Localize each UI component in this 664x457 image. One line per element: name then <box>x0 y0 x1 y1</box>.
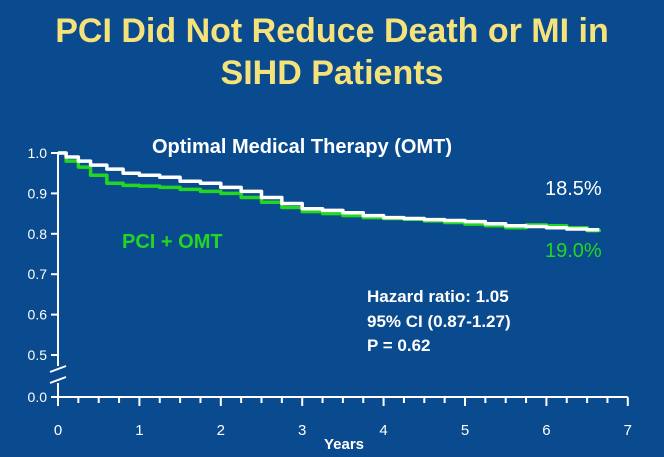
slide-title: PCI Did Not Reduce Death or MI in SIHD P… <box>0 10 664 94</box>
pci-survival-line <box>58 151 602 233</box>
x-tick-label: 0 <box>54 422 62 439</box>
x-tick-label: 5 <box>461 422 469 439</box>
chart-axes: 0.0 0.5 0.6 0.7 0.8 0.9 1.0 0 1 2 3 4 5 6 7 <box>28 145 632 439</box>
y-axis-break-mark <box>49 365 67 384</box>
y-tick-label: 0.8 <box>28 226 48 242</box>
y-tick-label: 0.5 <box>28 347 48 363</box>
y-tick-label: 0.7 <box>28 266 48 282</box>
x-tick-label: 4 <box>379 422 387 439</box>
slide-title-line1: PCI Did Not Reduce Death or MI in <box>55 12 609 50</box>
y-tick-label: 0.9 <box>28 185 48 201</box>
omt-end-label: 18.5% <box>545 178 602 200</box>
y-tick-label: 1.0 <box>28 145 48 161</box>
pci-series-label: PCI + OMT <box>122 231 223 253</box>
hazard-ratio-text: Hazard ratio: 1.05 <box>367 287 509 306</box>
chart-series <box>58 151 602 233</box>
x-tick-label: 7 <box>624 422 632 439</box>
x-tick-label: 3 <box>298 422 306 439</box>
y-tick-label: 0.6 <box>28 307 48 323</box>
p-value-text: P = 0.62 <box>367 336 431 355</box>
chart-labels: Optimal Medical Therapy (OMT) PCI + OMT … <box>122 136 602 453</box>
y-tick-label: 0.0 <box>28 389 48 405</box>
omt-survival-line <box>58 151 600 232</box>
x-tick-label: 1 <box>135 422 143 439</box>
pci-end-label: 19.0% <box>545 240 602 262</box>
confidence-interval-text: 95% CI (0.87-1.27) <box>367 312 511 331</box>
x-axis-title: Years <box>324 436 364 453</box>
slide-title-line2: SIHD Patients <box>220 54 444 92</box>
omt-series-label: Optimal Medical Therapy (OMT) <box>152 136 452 158</box>
x-tick-label: 6 <box>542 422 550 439</box>
x-tick-label: 2 <box>217 422 225 439</box>
